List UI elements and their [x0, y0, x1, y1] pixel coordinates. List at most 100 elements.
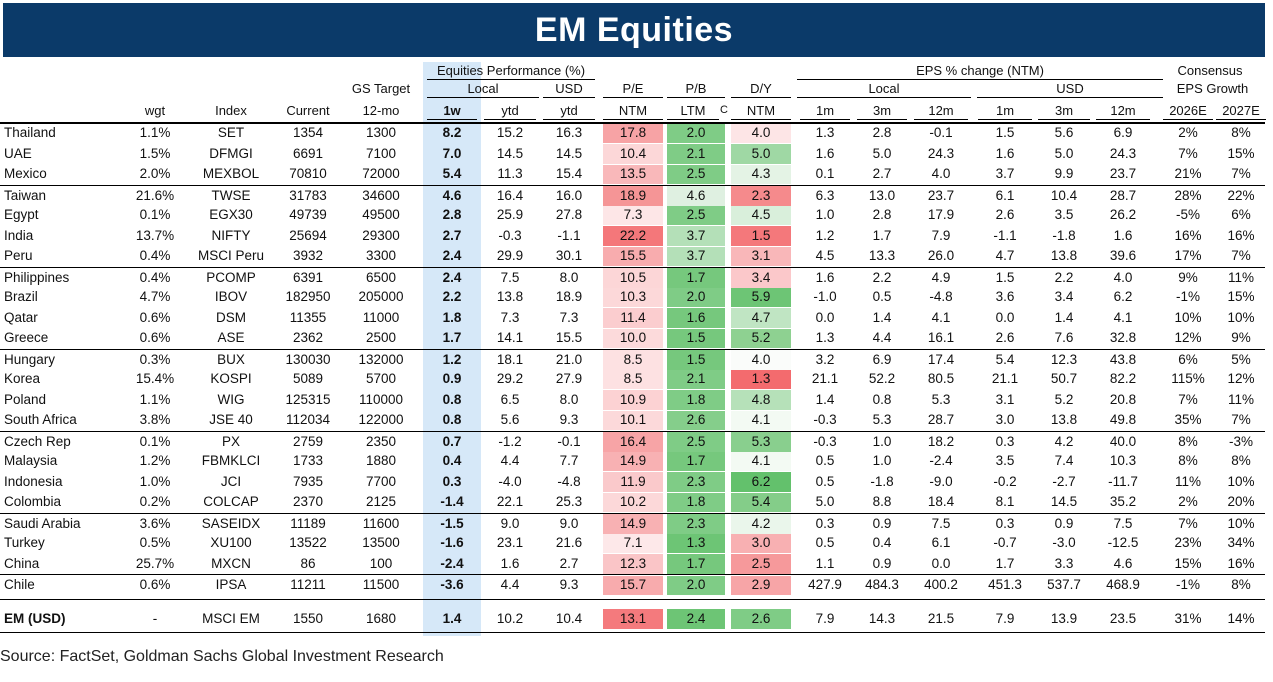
cell-u12m: 20.8 — [1109, 391, 1137, 407]
cell-u1m: 0.3 — [995, 515, 1015, 531]
cell-country: India — [4, 227, 34, 243]
cell-u3m: 12.3 — [1050, 351, 1078, 367]
cell-g26: -1% — [1175, 577, 1200, 592]
cell-u12m: 6.2 — [1113, 289, 1133, 304]
cell-l12m: 17.4 — [927, 351, 955, 367]
cell-u12m: 7.5 — [1113, 515, 1133, 531]
cell-g26: 7% — [1178, 515, 1198, 531]
cell-pb: 2.0 — [686, 577, 706, 592]
cell-g26: 15% — [1174, 555, 1202, 571]
consensus-header: Consensus — [1177, 63, 1243, 78]
dy-heat-cell — [731, 369, 791, 389]
cell-l12m: 400.2 — [924, 577, 958, 592]
cell-l12m: -9.0 — [929, 473, 953, 489]
table-row: Indonesia 1.0% JCI 7935 7700 0.3 -4.0 -4.8 11.9 2… — [0, 472, 1265, 493]
cell-l1m: -0.3 — [813, 412, 837, 427]
dy-heat-cell — [731, 164, 791, 184]
cell-g26: 7% — [1178, 145, 1198, 161]
cell-ytd-local: -1.2 — [498, 433, 522, 449]
cell-l1m: 0.5 — [815, 535, 835, 550]
cell-pb: 2.3 — [686, 473, 706, 489]
cell-dy: 5.2 — [751, 330, 771, 345]
cell-target: 11600 — [362, 515, 400, 531]
pb-heat-cell — [667, 186, 725, 206]
table-row: Czech Rep 0.1% PX 2759 2350 0.7 -1.2 -0.1 16.4 2.… — [0, 430, 1265, 453]
cell-pe: 15.5 — [619, 248, 647, 263]
cell-wgt: 1.5% — [139, 145, 171, 161]
col-ytd-local: ytd — [484, 102, 536, 120]
cell-u12m: 39.6 — [1109, 248, 1137, 263]
col-local-3m: 3m — [857, 102, 907, 120]
cell-index: IPSA — [215, 577, 247, 592]
cell-dy: 4.0 — [751, 125, 771, 140]
pe-heat-cell — [603, 123, 663, 143]
cell-l1m: 6.3 — [815, 187, 835, 203]
cell-index: EGX30 — [209, 207, 253, 222]
cell-l1m: 0.5 — [815, 453, 835, 468]
cell-country: Greece — [4, 330, 49, 345]
cell-target: 7100 — [365, 145, 397, 161]
cell-target: 34600 — [362, 187, 400, 203]
cell-pb: 2.0 — [686, 125, 706, 140]
cell-index: ASE — [217, 330, 245, 345]
cell-wgt: 0.3% — [139, 351, 171, 367]
cell-u1m: 5.4 — [995, 351, 1015, 367]
cell-u1m: 2.6 — [995, 330, 1015, 345]
col-usd-3m: 3m — [1038, 102, 1090, 120]
cell-u1m: 3.0 — [995, 412, 1015, 427]
cell-g26: 8% — [1178, 453, 1198, 468]
cell-w1: 1.4 — [442, 611, 462, 626]
cell-u1m: -1.1 — [993, 227, 1017, 243]
cell-pb: 2.1 — [686, 145, 706, 161]
cell-u12m: 28.7 — [1109, 187, 1137, 203]
cell-dy: 4.1 — [751, 453, 771, 468]
cell-l1m: 1.6 — [815, 269, 835, 285]
dy-heat-cell — [731, 350, 791, 370]
dy-heat-cell — [731, 268, 791, 288]
pe-heat-cell — [603, 432, 663, 452]
cell-current: 7935 — [292, 473, 324, 489]
dy-heat-cell — [731, 390, 791, 410]
cell-u1m: 1.7 — [995, 555, 1015, 571]
cell-pb: 1.5 — [686, 351, 706, 367]
cell-g26: 9% — [1178, 269, 1198, 285]
cell-pb: 2.6 — [686, 412, 706, 427]
col-pe: NTM — [603, 102, 663, 120]
dy-heat-cell — [731, 226, 791, 246]
cell-current: 11189 — [290, 515, 326, 531]
table-row: Poland 1.1% WIG 125315 110000 0.8 6.5 8.0 10.9 1.… — [0, 390, 1265, 411]
cell-g27: 10% — [1227, 309, 1255, 325]
cell-g27: 8% — [1231, 577, 1251, 592]
cell-target: 2500 — [365, 330, 397, 345]
cell-u12m: 4.6 — [1113, 555, 1133, 571]
cell-u3m: 7.6 — [1054, 330, 1074, 345]
cell-country: UAE — [4, 145, 32, 161]
table-row: India 13.7% NIFTY 25694 29300 2.7 -0.3 -1.1 22.2… — [0, 226, 1265, 247]
cell-u3m: 5.6 — [1054, 125, 1074, 140]
cell-pb: 1.7 — [686, 453, 706, 468]
col-usd-1m: 1m — [978, 102, 1032, 120]
cell-wgt: 1.2% — [139, 453, 171, 468]
cell-country: Korea — [4, 371, 41, 386]
cell-index: MSCI EM — [202, 611, 260, 626]
pb-heat-cell — [667, 308, 725, 328]
cell-w1: -3.6 — [440, 577, 464, 592]
cell-g27: 12% — [1227, 371, 1255, 386]
cell-g27: 16% — [1227, 555, 1255, 571]
cell-l12m: 26.0 — [927, 248, 955, 263]
table-row: Saudi Arabia 3.6% SASEIDX 11189 11600 -1.5 9.0… — [0, 512, 1265, 535]
table-row: Colombia 0.2% COLCAP 2370 2125 -1.4 22.1 25.3 10… — [0, 492, 1265, 513]
pe-heat-cell — [603, 268, 663, 288]
cell-g26: 17% — [1174, 248, 1202, 263]
cell-ytd-usd: 27.9 — [555, 371, 583, 386]
dy-heat-cell — [731, 492, 791, 512]
cell-current: 25694 — [289, 227, 327, 243]
cell-dy: 3.0 — [751, 535, 771, 550]
cell-w1: 2.7 — [442, 227, 462, 243]
cell-dy: 3.1 — [751, 248, 771, 263]
pb-heat-cell — [667, 492, 725, 512]
cell-ytd-usd: 15.4 — [555, 166, 583, 181]
cell-country: Egypt — [4, 207, 39, 222]
pb-heat-cell — [667, 451, 725, 471]
cell-w1: 0.8 — [442, 412, 462, 427]
